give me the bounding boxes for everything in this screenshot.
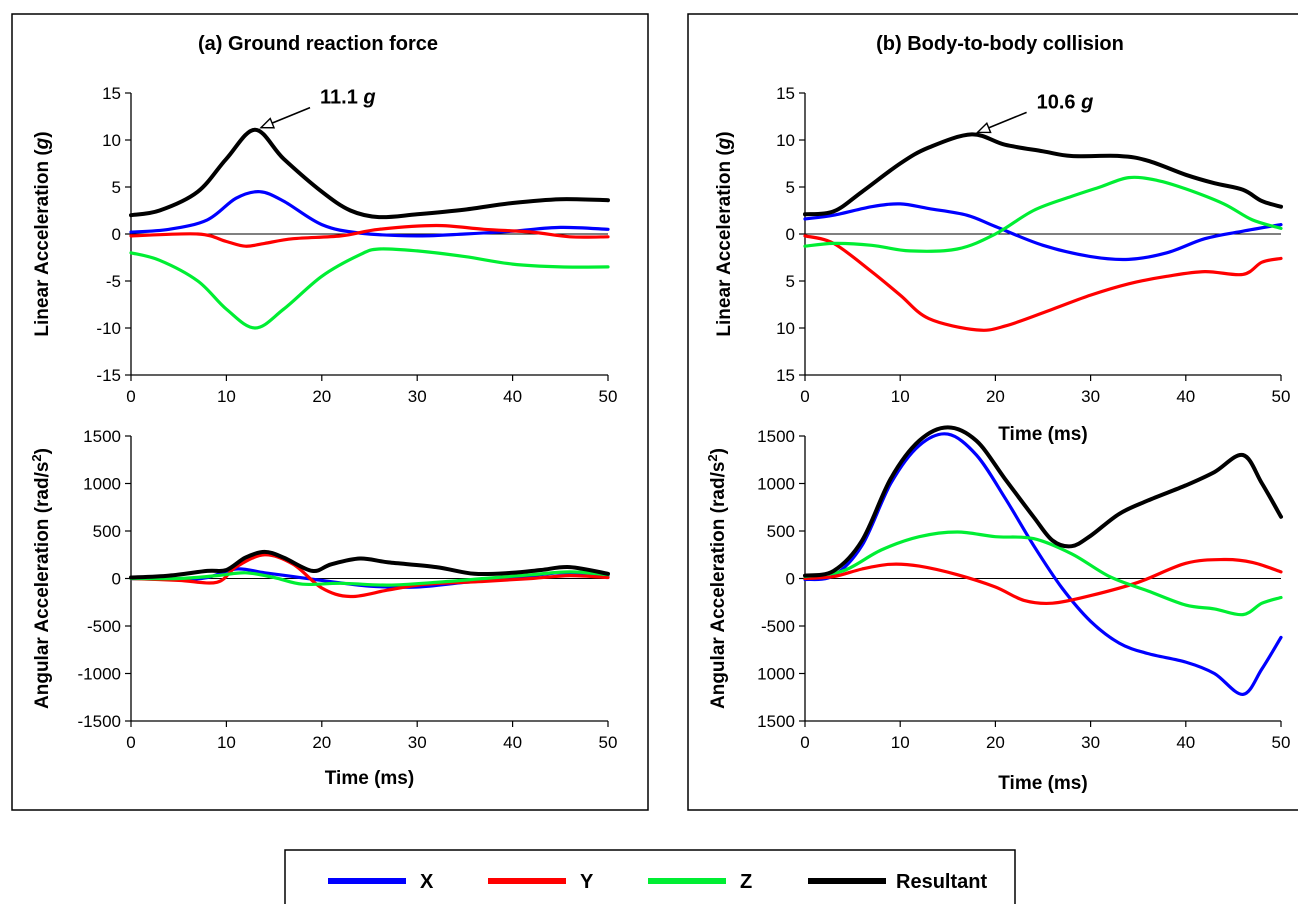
y-tick-label: 1500 (757, 712, 795, 731)
x-tick-label: 40 (503, 733, 522, 752)
legend-label-z: Z (740, 871, 752, 893)
x-tick-label: 20 (986, 733, 1005, 752)
y-tick-label: 0 (786, 225, 795, 244)
y-axis-label: Linear Acceleration (g) (714, 131, 735, 336)
panel-b-frame (687, 13, 1298, 811)
y-tick-label: 500 (767, 522, 795, 541)
series-line-resultant (803, 425, 1283, 578)
peak-annotation: 10.6 g (1037, 91, 1094, 113)
x-tick-label: 0 (126, 387, 135, 406)
y-tick-label: -15 (96, 366, 121, 385)
x-tick-label: 20 (312, 387, 331, 406)
series-line-z (129, 570, 610, 587)
x-tick-label: 50 (599, 733, 618, 752)
x-axis-label: Time (ms) (325, 768, 414, 789)
series-line-z (129, 247, 610, 330)
x-axis-label: Time (ms) (998, 424, 1087, 445)
annotation-arrowhead (975, 121, 992, 134)
x-tick-label: 50 (1272, 387, 1291, 406)
x-tick-label: 20 (986, 387, 1005, 406)
x-tick-label: 20 (312, 733, 331, 752)
y-axis-label: Angular Acceleration (rad/s2) (29, 448, 54, 709)
x-tick-label: 30 (408, 387, 427, 406)
y-tick-label: 15 (776, 84, 795, 103)
y-tick-label: 0 (786, 570, 795, 589)
series-line-y (803, 234, 1283, 332)
y-tick-label: 10 (776, 131, 795, 150)
series-line-y (803, 557, 1283, 606)
x-tick-label: 50 (599, 387, 618, 406)
series-line-x (803, 202, 1283, 262)
y-tick-label: 15 (776, 366, 795, 385)
legend: X Y Z Resultant (328, 871, 987, 893)
legend-label-resultant: Resultant (896, 871, 987, 893)
x-axis-label: Time (ms) (998, 773, 1087, 794)
y-axis-label: Linear Acceleration (g) (32, 131, 53, 336)
x-tick-label: 40 (1176, 733, 1195, 752)
y-tick-label: -10 (96, 319, 121, 338)
panel-b-title: (b) Body-to-body collision (876, 33, 1124, 55)
x-tick-label: 30 (1081, 733, 1100, 752)
chart-b-angular: 1500 1000 500 0 -500 1000 1500 0 10 20 30 40 50 Time … (705, 425, 1291, 794)
y-tick-label: -1500 (78, 712, 121, 731)
legend-label-y: Y (580, 871, 594, 893)
x-tick-label: 10 (891, 387, 910, 406)
series-line-resultant (129, 127, 610, 220)
series-line-resultant (803, 132, 1283, 217)
x-tick-label: 30 (408, 733, 427, 752)
x-tick-label: 10 (217, 387, 236, 406)
y-tick-label: 0 (112, 225, 121, 244)
panel-a-title: (a) Ground reaction force (198, 33, 438, 55)
legend-label-x: X (420, 871, 434, 893)
y-tick-label: 5 (786, 272, 795, 291)
y-tick-label: 1500 (83, 427, 121, 446)
y-tick-label: -500 (87, 617, 121, 636)
y-tick-label: 10 (102, 131, 121, 150)
series-line-resultant (129, 549, 610, 580)
x-tick-label: 10 (891, 733, 910, 752)
x-tick-label: 0 (800, 733, 809, 752)
chart-a-angular: 1500 1000 500 0 -500 -1000 -1500 0 10 20 30 40 50 Tim… (29, 427, 618, 789)
y-tick-label: 1000 (83, 475, 121, 494)
y-tick-label: 1500 (757, 427, 795, 446)
y-tick-label: -5 (106, 272, 121, 291)
panel-a-frame (11, 13, 649, 811)
peak-annotation: 11.1 g (320, 87, 376, 109)
series-line-y (129, 553, 610, 599)
series-line-y (129, 223, 610, 248)
series-line-z (803, 530, 1283, 617)
x-tick-label: 40 (1176, 387, 1195, 406)
y-tick-label: 15 (102, 84, 121, 103)
series-line-z (803, 175, 1283, 253)
x-tick-label: 40 (503, 387, 522, 406)
y-tick-label: 500 (93, 522, 121, 541)
x-tick-label: 30 (1081, 387, 1100, 406)
y-tick-label: -1000 (78, 665, 121, 684)
y-tick-label: -500 (761, 617, 795, 636)
x-tick-label: 50 (1272, 733, 1291, 752)
x-tick-label: 0 (800, 387, 809, 406)
y-tick-label: 0 (112, 570, 121, 589)
annotation-arrowhead (259, 117, 276, 129)
y-tick-label: 1000 (757, 665, 795, 684)
y-axis-label: Angular Acceleration (rad/s2) (705, 448, 730, 709)
y-tick-label: 5 (112, 178, 121, 197)
x-tick-label: 0 (126, 733, 135, 752)
y-tick-label: 1000 (757, 475, 795, 494)
y-tick-label: 10 (776, 319, 795, 338)
legend-box (284, 849, 1016, 904)
x-tick-label: 10 (217, 733, 236, 752)
y-tick-label: 5 (786, 178, 795, 197)
